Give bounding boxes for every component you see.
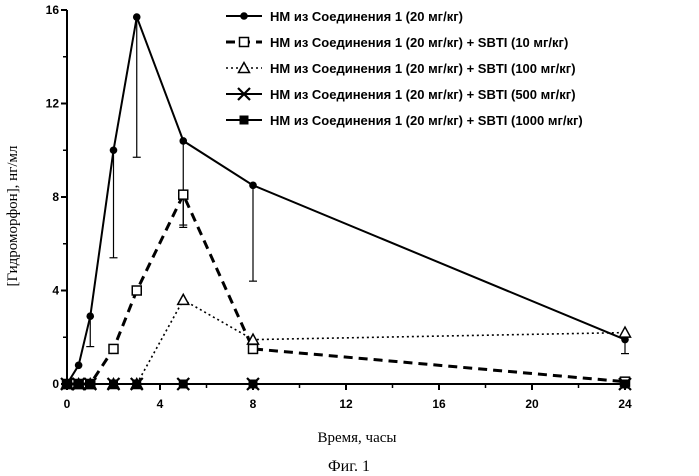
series-line (67, 191, 626, 386)
data-point (74, 379, 84, 389)
x-axis-title: Время, часы (318, 430, 397, 446)
data-point (176, 292, 191, 306)
y-tick-label: 16 (46, 3, 60, 17)
data-point (132, 13, 141, 21)
x-tick-label: 20 (525, 397, 539, 411)
legend: HM из Соединения 1 (20 мг/кг) HM из Соеди… (226, 9, 583, 128)
legend-marker (238, 36, 250, 48)
legend-label: HM из Соединения 1 (20 мг/кг) + SBTI (10… (270, 113, 583, 128)
y-tick-label: 0 (52, 377, 59, 391)
legend-marker (240, 12, 248, 20)
legend-marker (237, 60, 251, 74)
data-point (86, 312, 95, 321)
x-tick-label: 16 (432, 397, 446, 411)
data-point (109, 146, 118, 155)
legend-label: HM из Соединения 1 (20 мг/кг) (270, 9, 463, 24)
y-axis-title: [Гидроморфон], нг/мл (5, 145, 21, 287)
x-tick-label: 12 (339, 397, 353, 411)
data-point (85, 379, 95, 389)
series-layer (60, 13, 632, 391)
legend-marker (239, 115, 249, 125)
data-point (618, 325, 632, 338)
data-point (247, 343, 259, 355)
data-point (179, 137, 188, 145)
data-point (248, 379, 258, 389)
legend-label: HM из Соединения 1 (20 мг/кг) + SBTI (10… (270, 61, 576, 76)
x-tick-label: 0 (64, 397, 71, 411)
legend-label: HM из Соединения 1 (20 мг/кг) + SBTI (10… (270, 35, 568, 50)
legend-marker (237, 87, 251, 101)
data-point (132, 379, 142, 389)
data-point (109, 379, 118, 389)
x-tick-label: 24 (618, 397, 632, 411)
legend-item: HM из Соединения 1 (20 мг/кг) + SBTI (10… (226, 35, 568, 50)
data-point (62, 379, 72, 389)
data-point (74, 361, 83, 370)
x-tick-label: 8 (250, 397, 257, 411)
legend-label: HM из Соединения 1 (20 мг/кг) + SBTI (50… (270, 87, 576, 102)
legend-item: HM из Соединения 1 (20 мг/кг) + SBTI (10… (226, 113, 583, 128)
series-2 (61, 189, 631, 390)
y-tick-label: 8 (52, 190, 59, 204)
series-line (67, 298, 626, 385)
legend-item: HM из Соединения 1 (20 мг/кг) (226, 9, 463, 24)
data-point (620, 379, 630, 389)
series-5 (62, 379, 630, 389)
x-tick-label: 4 (157, 397, 164, 411)
legend-item: HM из Соединения 1 (20 мг/кг) + SBTI (50… (226, 87, 576, 102)
data-point (178, 379, 188, 389)
data-point (246, 332, 260, 345)
data-point (131, 285, 142, 296)
figure-caption: Фиг. 1 (328, 458, 370, 475)
data-point (249, 181, 257, 190)
legend-item: HM из Соединения 1 (20 мг/кг) + SBTI (10… (226, 60, 576, 76)
series-line (66, 13, 626, 385)
data-point (178, 189, 189, 200)
y-tick-label: 4 (52, 284, 59, 298)
data-point (108, 343, 119, 355)
y-tick-label: 12 (46, 97, 60, 111)
